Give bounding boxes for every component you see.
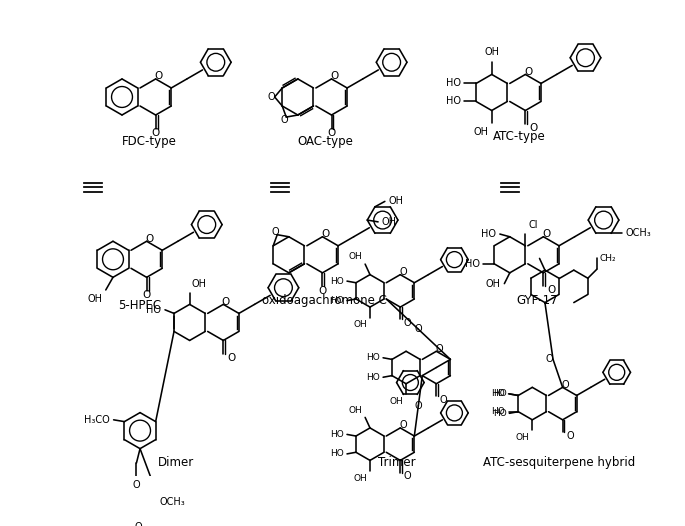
Text: OH: OH (484, 47, 499, 57)
Text: HO: HO (491, 389, 505, 398)
Text: CH₂: CH₂ (599, 254, 616, 263)
Text: HO: HO (366, 353, 380, 362)
Text: O: O (327, 128, 336, 138)
Text: HO: HO (331, 277, 345, 286)
Text: OH: OH (87, 294, 102, 304)
Text: OH: OH (353, 473, 367, 483)
Text: O: O (547, 285, 556, 295)
Text: Dimer: Dimer (158, 456, 195, 469)
Text: HO: HO (446, 96, 461, 106)
Text: O: O (281, 115, 288, 125)
Text: HO: HO (446, 78, 461, 88)
Text: HO: HO (464, 259, 479, 269)
Text: Trimer: Trimer (378, 456, 416, 469)
Text: O: O (414, 401, 422, 411)
Text: HO: HO (491, 407, 505, 416)
Text: OAC-type: OAC-type (297, 135, 353, 148)
Text: HO: HO (493, 409, 507, 418)
Text: OCH₃: OCH₃ (160, 497, 185, 507)
Text: HO: HO (482, 229, 496, 239)
Text: 5-HPEC: 5-HPEC (119, 299, 162, 312)
Text: O: O (222, 297, 230, 307)
Text: O: O (404, 471, 412, 481)
Text: H₃CO: H₃CO (84, 415, 110, 425)
Text: O: O (321, 229, 329, 239)
Text: HO: HO (331, 296, 345, 305)
Text: O: O (133, 480, 140, 490)
Text: GYF-17: GYF-17 (516, 294, 558, 307)
Text: O: O (546, 355, 553, 365)
Text: O: O (529, 123, 537, 133)
Text: O: O (562, 380, 569, 390)
Text: HO: HO (493, 389, 507, 398)
Text: OCH₃: OCH₃ (625, 228, 651, 238)
Text: O: O (399, 267, 407, 277)
Text: O: O (566, 431, 574, 441)
Text: O: O (227, 352, 235, 362)
Text: HO: HO (331, 449, 345, 458)
Text: OH: OH (349, 252, 362, 261)
Text: HO: HO (147, 305, 162, 315)
Text: O: O (435, 343, 443, 353)
Text: O: O (414, 324, 422, 334)
Text: OH: OH (516, 433, 530, 442)
Text: HO: HO (366, 373, 380, 382)
Text: OH: OH (486, 279, 501, 289)
Text: OH: OH (382, 217, 397, 227)
Text: OH: OH (353, 320, 367, 329)
Text: O: O (404, 318, 412, 328)
Text: O: O (145, 234, 153, 244)
Text: O: O (272, 227, 279, 237)
Text: O: O (267, 92, 275, 102)
Text: O: O (151, 128, 160, 138)
Text: ATC-type: ATC-type (493, 130, 545, 144)
Text: OH: OH (191, 279, 206, 289)
Text: oxidoagachromone C: oxidoagachromone C (262, 294, 387, 307)
Text: HO: HO (331, 430, 345, 439)
Text: O: O (330, 71, 338, 81)
Text: O: O (399, 420, 407, 430)
Text: FDC-type: FDC-type (122, 135, 177, 148)
Text: O: O (542, 229, 550, 239)
Text: Cl: Cl (529, 220, 538, 230)
Text: O: O (524, 67, 532, 77)
Text: O: O (154, 71, 162, 81)
Text: O: O (440, 394, 447, 404)
Text: O: O (142, 290, 151, 300)
Text: ATC-sesquiterpene hybrid: ATC-sesquiterpene hybrid (483, 456, 636, 469)
Text: OH: OH (390, 397, 403, 406)
Text: OH: OH (349, 406, 362, 414)
Text: OH: OH (388, 196, 403, 206)
Text: O: O (135, 522, 142, 526)
Text: O: O (319, 286, 327, 296)
Text: OH: OH (473, 127, 488, 137)
